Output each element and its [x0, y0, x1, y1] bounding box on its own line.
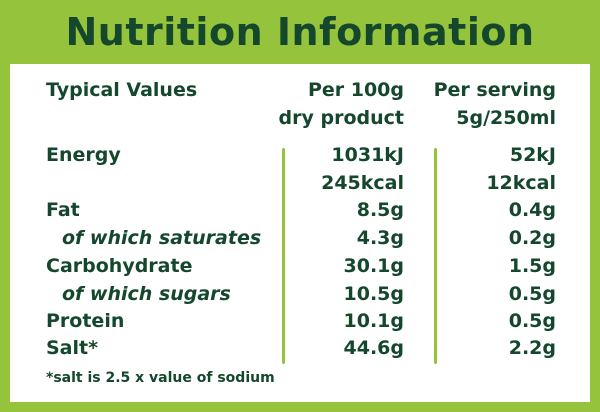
row-per100g: 10.1g: [343, 310, 404, 332]
row-perserving: 0.5g: [508, 283, 556, 305]
panel-title: Nutrition Information: [65, 10, 535, 54]
row-per100g: 1031kJ: [331, 144, 404, 166]
row-label: of which saturates: [62, 227, 262, 249]
column-divider-1: [282, 148, 285, 364]
table-row: Salt* 44.6g 2.2g: [10, 334, 590, 362]
header-col2-line1: Per serving: [433, 79, 556, 101]
nutrition-table: Typical Values Per 100g Per serving dry …: [10, 64, 590, 402]
row-label: Energy: [46, 144, 121, 166]
row-per100g: 30.1g: [343, 255, 404, 277]
header-label: Typical Values: [46, 79, 198, 101]
table-row: Energy 1031kJ 52kJ: [10, 141, 590, 169]
header-col1-line1: Per 100g: [307, 79, 404, 101]
row-label: Protein: [46, 310, 125, 332]
row-perserving: 0.2g: [508, 227, 556, 249]
header-col2-line2: 5g/250ml: [456, 107, 556, 129]
table-row: Fat 8.5g 0.4g: [10, 196, 590, 224]
header-col1-line2: dry product: [278, 107, 404, 129]
row-per100g: 10.5g: [343, 283, 404, 305]
row-per100g: 4.3g: [356, 227, 404, 249]
row-perserving: 12kcal: [486, 172, 556, 194]
header-row-2: dry product 5g/250ml: [10, 104, 590, 132]
table-row: of which sugars 10.5g 0.5g: [10, 280, 590, 308]
footnote: *salt is 2.5 x value of sodium: [46, 370, 275, 386]
row-perserving: 0.4g: [508, 199, 556, 221]
table-row: of which saturates 4.3g 0.2g: [10, 224, 590, 252]
table-row: Carbohydrate 30.1g 1.5g: [10, 252, 590, 280]
row-per100g: 44.6g: [343, 337, 404, 359]
row-per100g: 8.5g: [356, 199, 404, 221]
row-perserving: 0.5g: [508, 310, 556, 332]
row-perserving: 1.5g: [508, 255, 556, 277]
row-label: Carbohydrate: [46, 255, 193, 277]
column-divider-2: [434, 148, 437, 364]
row-label: Salt*: [46, 337, 99, 359]
row-label: Fat: [46, 199, 80, 221]
table-row: 245kcal 12kcal: [10, 169, 590, 197]
table-row: Protein 10.1g 0.5g: [10, 307, 590, 335]
row-label: of which sugars: [62, 283, 231, 305]
row-perserving: 52kJ: [509, 144, 556, 166]
row-per100g: 245kcal: [321, 172, 404, 194]
row-perserving: 2.2g: [508, 337, 556, 359]
header-row-1: Typical Values Per 100g Per serving: [10, 76, 590, 104]
